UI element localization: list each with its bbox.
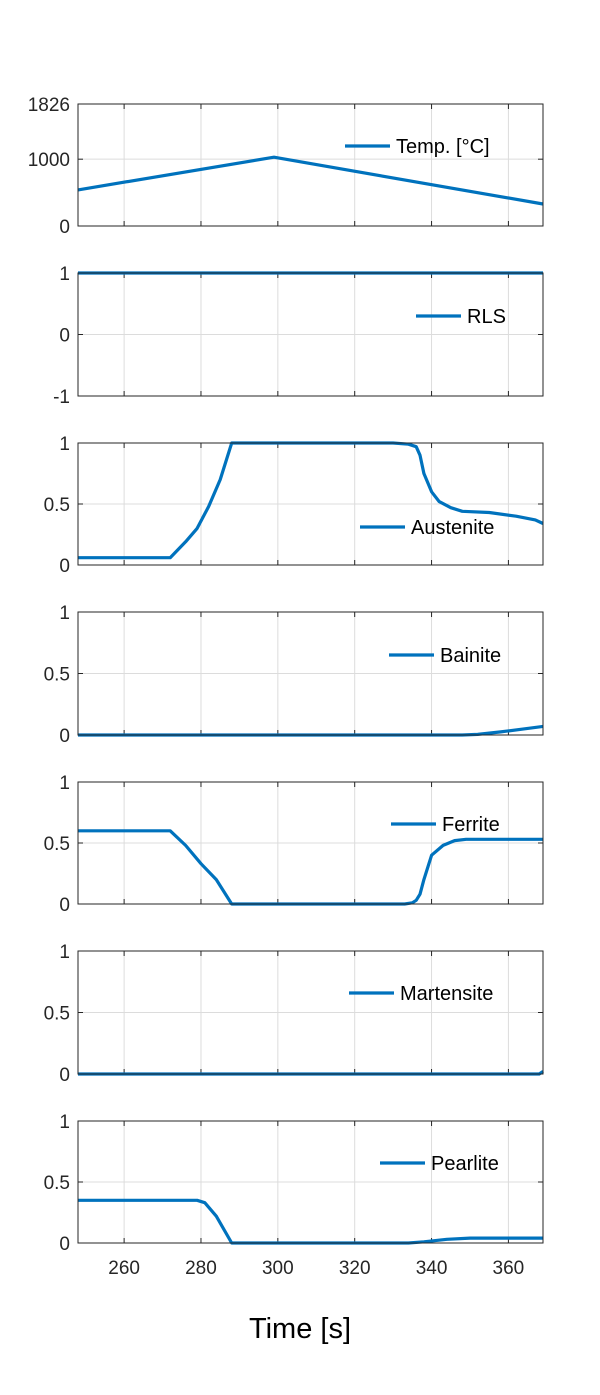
subplot-rls: -1 0 1 RLS xyxy=(53,264,544,408)
y-tick-label: 0.5 xyxy=(44,665,70,686)
legend: Bainite xyxy=(389,645,501,667)
axes-box xyxy=(77,442,544,566)
y-tick-label: 0 xyxy=(59,1234,70,1255)
series-line xyxy=(78,829,543,906)
subplot-martensite: 0 0.5 1 Martensite xyxy=(44,942,544,1086)
y-tick-label: 1 xyxy=(59,434,70,455)
y-tick-label: 1 xyxy=(59,603,70,624)
series-line xyxy=(78,441,544,560)
y-tick-label: 0.5 xyxy=(44,1004,70,1025)
axes-box xyxy=(77,611,544,736)
x-tick-label: 260 xyxy=(108,1258,140,1279)
y-tick-label: 0.5 xyxy=(44,834,70,855)
legend: Martensite xyxy=(349,983,493,1005)
y-tick-label: 0 xyxy=(59,556,70,577)
y-tick-label: 1826 xyxy=(28,95,70,116)
y-tick-label: 1 xyxy=(59,1112,70,1133)
subplot-pearlite: 0 0.5 1 260 280 300 320 340 360 Pearlite xyxy=(44,1112,544,1279)
y-tick-label: 1 xyxy=(59,942,70,963)
legend-label: Martensite xyxy=(400,983,493,1005)
x-tick-label: 360 xyxy=(493,1258,525,1279)
x-tick-label: 320 xyxy=(339,1258,371,1279)
x-tick-label: 300 xyxy=(262,1258,294,1279)
legend: Ferrite xyxy=(391,814,500,836)
y-tick-label: -1 xyxy=(53,387,70,408)
y-tick-label: 0 xyxy=(59,217,70,238)
axes-box xyxy=(77,781,544,905)
y-tick-label: 0 xyxy=(59,1065,70,1086)
legend: Pearlite xyxy=(380,1153,499,1175)
x-tick-label: 280 xyxy=(185,1258,217,1279)
subplot-bainite: 0 0.5 1 Bainite xyxy=(44,603,544,747)
axes-box xyxy=(77,950,544,1075)
axes-box xyxy=(77,103,544,227)
series-line xyxy=(77,155,544,206)
y-tick-label: 0 xyxy=(59,726,70,747)
x-axis-label: Time [s] xyxy=(249,1313,351,1345)
axes-box xyxy=(77,272,544,397)
x-tick-label: 340 xyxy=(416,1258,448,1279)
legend-label: Austenite xyxy=(411,517,494,539)
legend-label: Ferrite xyxy=(442,814,500,836)
y-tick-label: 0.5 xyxy=(44,1173,70,1194)
legend: RLS xyxy=(416,306,506,328)
axes-box xyxy=(77,1120,544,1244)
y-tick-label: 1000 xyxy=(28,150,70,171)
legend-label: Bainite xyxy=(440,645,501,667)
legend-label: Pearlite xyxy=(431,1153,499,1175)
y-tick-label: 1 xyxy=(59,773,70,794)
y-tick-label: 0 xyxy=(59,895,70,916)
legend-label: Temp. [°C] xyxy=(396,136,490,158)
subplot-austenite: 0 0.5 1 Austenite xyxy=(44,434,544,577)
legend: Austenite xyxy=(360,517,494,539)
y-tick-label: 1 xyxy=(59,264,70,285)
subplot-temp: 0 1000 1826 Temp. [°C] xyxy=(28,95,544,238)
y-tick-label: 0 xyxy=(59,326,70,347)
legend: Temp. [°C] xyxy=(345,136,490,158)
subplot-ferrite: 0 0.5 1 Ferrite xyxy=(44,773,544,916)
legend-label: RLS xyxy=(467,306,506,328)
y-tick-label: 0.5 xyxy=(44,495,70,516)
